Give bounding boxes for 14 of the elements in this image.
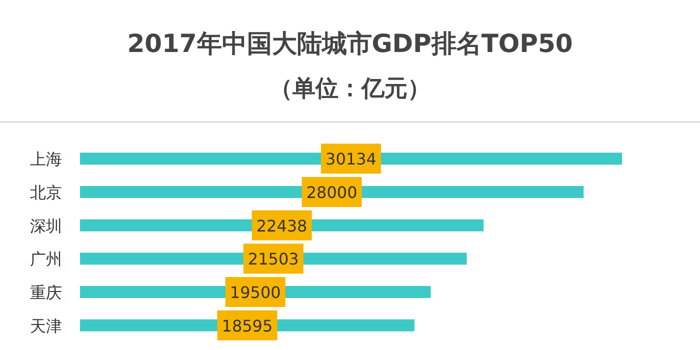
category-label: 天津 bbox=[30, 316, 62, 336]
category-label: 重庆 bbox=[30, 283, 62, 302]
category-label: 北京 bbox=[30, 183, 62, 202]
category-label: 深圳 bbox=[30, 216, 62, 236]
data-label: 30134 bbox=[326, 150, 376, 169]
data-label: 18595 bbox=[222, 316, 273, 336]
data-label: 21503 bbox=[248, 250, 299, 269]
category-label: 广州 bbox=[30, 250, 62, 269]
data-label: 22438 bbox=[256, 216, 308, 236]
data-label: 28000 bbox=[306, 183, 358, 202]
subtitle: （单位：亿元） bbox=[270, 76, 430, 102]
data-label: 19500 bbox=[230, 283, 281, 302]
category-label: 上海 bbox=[30, 150, 62, 169]
title: 2017年中国大陆城市GDP排名TOP50 bbox=[127, 29, 573, 58]
